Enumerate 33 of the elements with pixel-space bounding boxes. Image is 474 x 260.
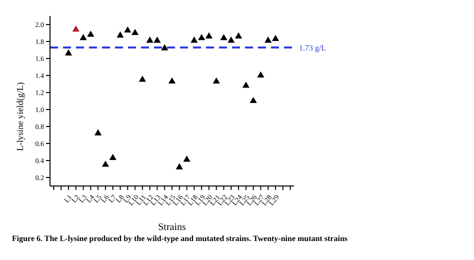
point [272, 34, 280, 42]
point [116, 31, 124, 38]
point [102, 160, 110, 167]
point [161, 44, 168, 50]
y-axis-title: L-lysine yield(g/L) [15, 82, 26, 151]
point [124, 26, 132, 33]
point [242, 82, 250, 88]
point [264, 36, 272, 43]
point [198, 34, 206, 40]
point [250, 96, 257, 104]
point [168, 77, 176, 84]
point [138, 76, 146, 82]
point [205, 32, 213, 38]
point [154, 36, 161, 43]
point [109, 154, 116, 160]
point [87, 30, 94, 37]
point [228, 36, 235, 43]
point [146, 36, 154, 43]
point [257, 71, 264, 78]
point [80, 34, 87, 40]
point [183, 156, 190, 162]
point [94, 129, 102, 136]
point [176, 163, 183, 170]
point [212, 77, 220, 84]
caption: Figure 6. The L-lysine produced by the wild-type and mutated strains. Twenty-nine mutant strains [12, 234, 349, 243]
point [234, 32, 242, 38]
x-axis-title: Strains [158, 222, 186, 233]
point [190, 36, 198, 43]
ref-line-label: 1.73 g/L [299, 43, 326, 52]
point [72, 25, 80, 32]
point [64, 49, 72, 56]
point [220, 34, 228, 40]
point [131, 28, 139, 36]
